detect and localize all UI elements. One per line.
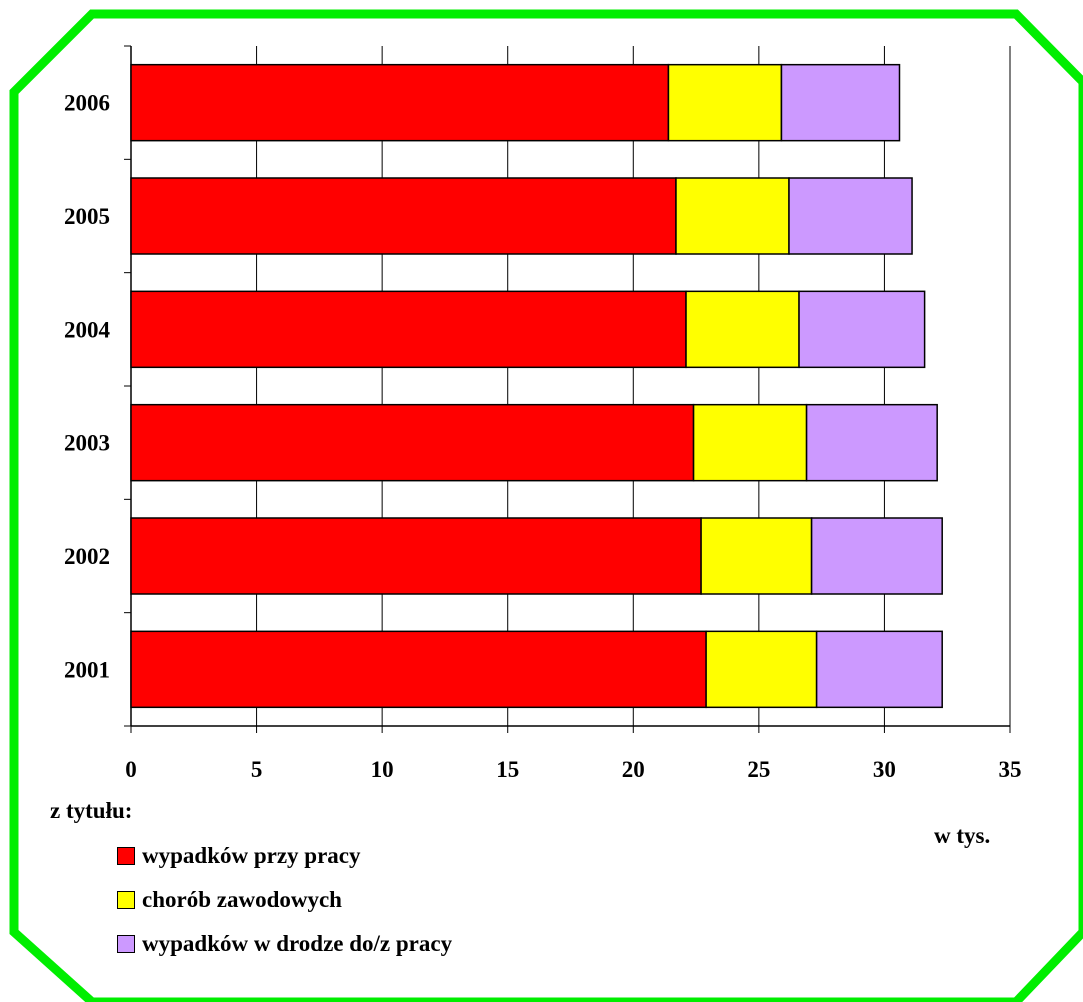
bar-2004-series-1 xyxy=(685,290,800,369)
unit-label: w tys. xyxy=(934,823,991,848)
bar-2005-series-0 xyxy=(130,177,677,255)
legend-swatch-yellow xyxy=(117,891,135,909)
bar-2006-series-1 xyxy=(667,63,783,142)
y-tick-label: 2002 xyxy=(64,544,110,569)
legend-item-choroby-zawodowe: chorób zawodowych xyxy=(117,885,342,915)
bar-2002-series-2 xyxy=(810,517,943,595)
y-tick-label: 2003 xyxy=(64,431,110,456)
legend-swatch-purple xyxy=(117,935,135,953)
x-tick-label: 30 xyxy=(873,757,896,782)
x-tick-label: 0 xyxy=(125,757,137,782)
bar-2003-series-0 xyxy=(130,403,695,482)
legend-item-wypadki-w-drodze: wypadków w drodze do/z pracy xyxy=(117,929,452,959)
x-tick-label: 35 xyxy=(999,757,1022,782)
legend-label: wypadków w drodze do/z pracy xyxy=(142,931,453,956)
bar-2004-series-2 xyxy=(798,290,926,369)
bar-2006-series-2 xyxy=(780,63,901,142)
bar-2001-series-2 xyxy=(815,630,943,709)
bar-2003-series-1 xyxy=(692,403,808,482)
x-tick-label: 15 xyxy=(496,757,519,782)
x-tick-label: 5 xyxy=(251,757,263,782)
x-tick-label: 20 xyxy=(622,757,645,782)
bar-2005-series-1 xyxy=(675,177,790,255)
bar-2005-series-2 xyxy=(788,177,913,255)
y-tick-label: 2004 xyxy=(64,317,111,342)
legend-label: chorób zawodowych xyxy=(142,887,342,912)
legend-label: wypadków przy pracy xyxy=(142,843,361,868)
legend-swatch-red xyxy=(117,847,135,865)
y-tick-label: 2001 xyxy=(64,657,110,682)
bar-2001-series-1 xyxy=(705,630,818,709)
y-tick-label: 2005 xyxy=(64,204,110,229)
bar-2003-series-2 xyxy=(805,403,938,482)
bar-2001-series-0 xyxy=(130,630,707,709)
bar-2006-series-0 xyxy=(130,63,670,142)
x-tick-label: 25 xyxy=(747,757,770,782)
y-tick-label: 2006 xyxy=(64,91,110,116)
bar-2002-series-0 xyxy=(130,517,702,595)
legend-title: z tytułu: xyxy=(50,798,133,823)
bar-2002-series-1 xyxy=(700,517,813,595)
legend-item-wypadki-przy-pracy: wypadków przy pracy xyxy=(117,841,361,871)
bar-2004-series-0 xyxy=(130,290,687,369)
x-tick-label: 10 xyxy=(371,757,394,782)
